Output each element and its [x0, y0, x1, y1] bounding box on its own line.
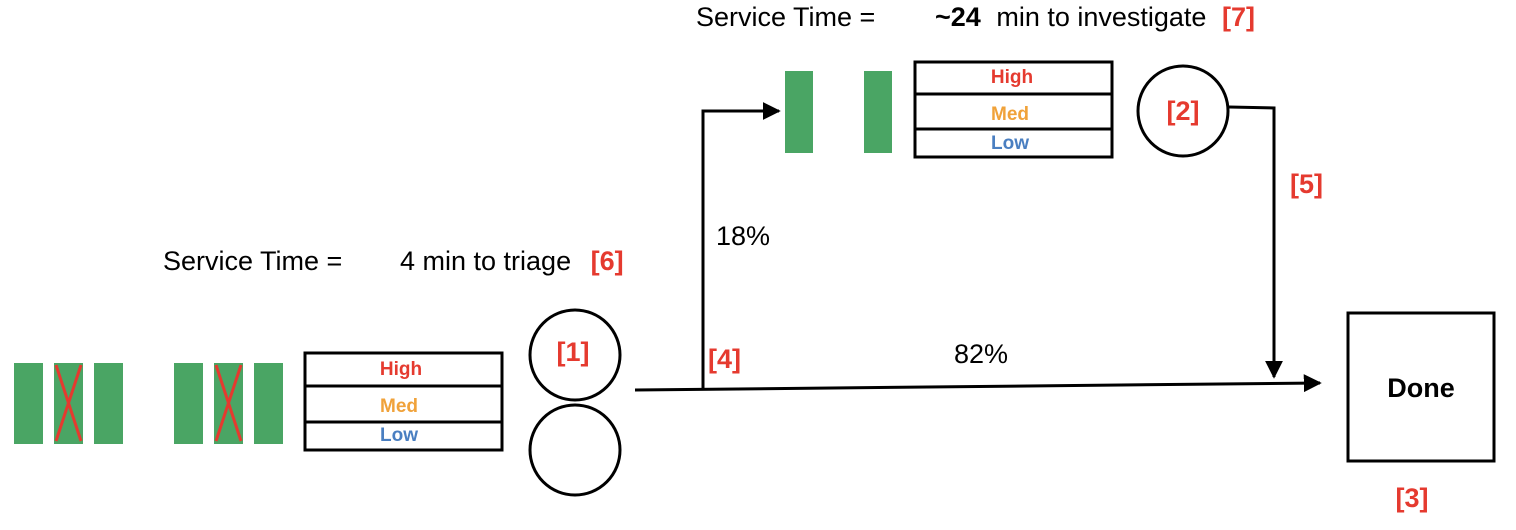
triage-service-value: 4 min to triage: [400, 246, 571, 276]
investigate-queue-low: Low: [991, 133, 1029, 154]
done-label: Done: [1387, 373, 1455, 403]
investigate-ref: [7]: [1222, 2, 1255, 32]
investigate-service-value-bold: ~24: [935, 2, 981, 32]
straight-percent-label: 82%: [954, 339, 1008, 369]
triage-server-ref: [1]: [557, 337, 590, 367]
investigate-server: [1136, 64, 1230, 158]
investigate-bar-2: [864, 71, 892, 153]
triage-priority-queue: High Med Low: [303, 351, 504, 452]
triage-server-1: [528, 308, 622, 402]
triage-bars-group-2: [174, 363, 283, 444]
triage-bars-group-1: [14, 363, 123, 444]
triage-queue-med: Med: [380, 396, 418, 417]
triage-queue-low: Low: [380, 425, 418, 446]
triage-service-time: Service Time = 4 min to triage [6]: [163, 246, 624, 276]
investigate-queue-high: High: [991, 67, 1033, 88]
flow-to-done-arrow: [634, 374, 1322, 393]
investigate-service-prefix: Service Time =: [696, 2, 875, 32]
triage-ref: [6]: [591, 246, 624, 276]
flow-to-investigate-arrow: [701, 102, 781, 389]
investigate-service-time: Service Time = ~24 min to investigate [7…: [696, 2, 1255, 32]
done-ref: [3]: [1396, 483, 1429, 513]
triage-service-prefix: Service Time =: [163, 246, 342, 276]
down-ref: [5]: [1290, 169, 1323, 199]
triage-server-2: [528, 403, 622, 497]
flow-investigate-to-done-arrow: [1228, 105, 1283, 379]
investigate-service-value-rest: min to investigate: [996, 2, 1206, 32]
investigate-bar-1: [785, 71, 813, 153]
investigate-queue-med: Med: [991, 104, 1029, 125]
branch-ref: [4]: [708, 344, 741, 374]
investigate-priority-queue: High Med Low: [913, 60, 1114, 159]
investigate-server-ref: [2]: [1167, 96, 1200, 126]
triage-queue-high: High: [380, 359, 422, 380]
done-box: [1346, 311, 1496, 463]
up-percent-label: 18%: [716, 221, 770, 251]
